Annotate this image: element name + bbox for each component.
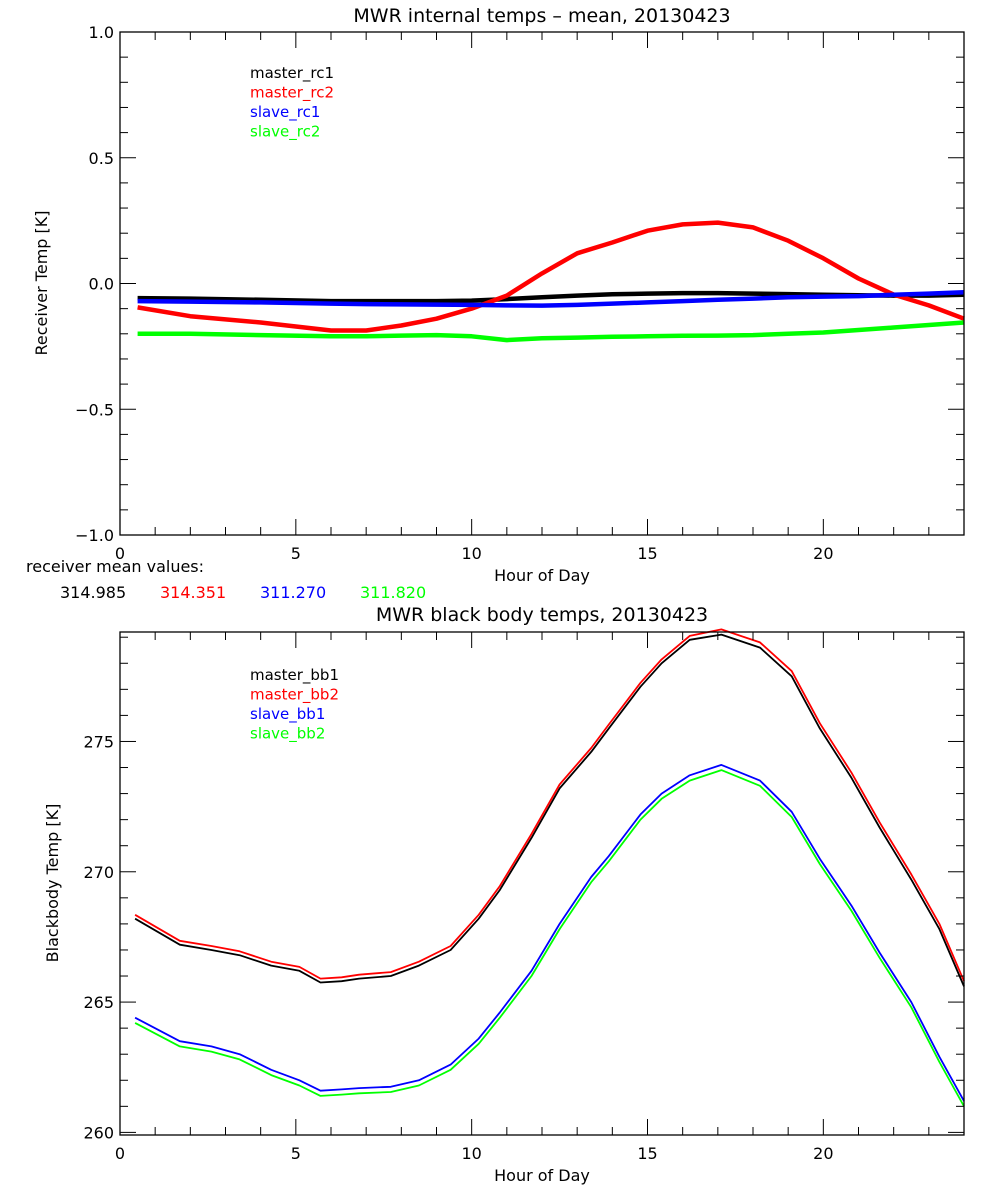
x-tick-label: 10 — [461, 544, 481, 563]
chart-title: MWR internal temps – mean, 20130423 — [353, 5, 730, 27]
y-tick-label: 270 — [83, 863, 114, 882]
legend-entry-master-bb1: master_bb1 — [250, 666, 339, 685]
y-tick-label: 265 — [83, 993, 114, 1012]
legend-entry-master-rc2: master_rc2 — [250, 84, 334, 103]
y-tick-label: −1.0 — [75, 526, 114, 545]
mean-values-label: receiver mean values: — [26, 557, 204, 576]
legend-entry-slave-rc1: slave_rc1 — [250, 103, 320, 122]
series-line-slave-bb1 — [134, 764, 965, 1102]
x-tick-label: 5 — [291, 1144, 301, 1163]
x-tick-label: 10 — [461, 1144, 481, 1163]
x-tick-label: 0 — [115, 544, 125, 563]
receiver-temp-chart: MWR internal temps – mean, 20130423 0 5 10… — [26, 5, 965, 602]
series-line-master-rc2 — [137, 220, 965, 333]
mean-values: 314.985 314.351 311.270 311.820 — [60, 583, 426, 602]
mean-value-master-rc1: 314.985 — [60, 583, 126, 602]
chart-title: MWR black body temps, 20130423 — [376, 604, 708, 626]
x-tick-label: 20 — [813, 544, 833, 563]
x-tick-label: 15 — [637, 544, 657, 563]
series-line-slave-bb2 — [134, 769, 965, 1107]
y-tick-label: 0.0 — [89, 275, 114, 294]
x-tick-label: 0 — [115, 1144, 125, 1163]
blackbody-temp-chart: MWR black body temps, 20130423 0 5 10 15 20 2… — [43, 604, 965, 1185]
y-tick-label: −0.5 — [75, 400, 114, 419]
axis-ticks: 0 5 10 15 20 −1.0 −0.5 0.0 0.5 1.0 — [75, 23, 965, 563]
series-line-master-bb1 — [134, 633, 965, 987]
mean-value-slave-rc2: 311.820 — [360, 583, 426, 602]
series-line-master-bb2 — [134, 628, 965, 982]
mean-value-master-rc2: 314.351 — [160, 583, 226, 602]
y-tick-label: 1.0 — [89, 23, 114, 42]
legend-entry-master-rc1: master_rc1 — [250, 64, 334, 83]
x-axis-label: Hour of Day — [494, 566, 590, 585]
series-line-slave-rc1 — [137, 290, 965, 308]
axis-ticks: 0 5 10 15 20 260 265 270 275 — [83, 632, 965, 1163]
legend-entry-slave-bb1: slave_bb1 — [250, 705, 325, 724]
y-tick-label: 0.5 — [89, 149, 114, 168]
mean-value-slave-rc1: 311.270 — [260, 583, 326, 602]
y-axis-label: Blackbody Temp [K] — [43, 804, 62, 963]
y-axis-label: Receiver Temp [K] — [32, 210, 51, 355]
x-tick-label: 20 — [813, 1144, 833, 1163]
y-tick-label: 260 — [83, 1123, 114, 1142]
y-tick-label: 275 — [83, 732, 114, 751]
x-tick-label: 15 — [637, 1144, 657, 1163]
legend-entry-slave-rc2: slave_rc2 — [250, 123, 320, 142]
legend-entry-slave-bb2: slave_bb2 — [250, 725, 325, 744]
plot-frame — [119, 31, 965, 536]
series-line-slave-rc2 — [137, 320, 965, 343]
plot-area — [134, 628, 965, 1107]
plot-area — [137, 220, 965, 343]
x-tick-label: 5 — [291, 544, 301, 563]
x-axis-label: Hour of Day — [494, 1166, 590, 1185]
legend-entry-master-bb2: master_bb2 — [250, 686, 339, 705]
